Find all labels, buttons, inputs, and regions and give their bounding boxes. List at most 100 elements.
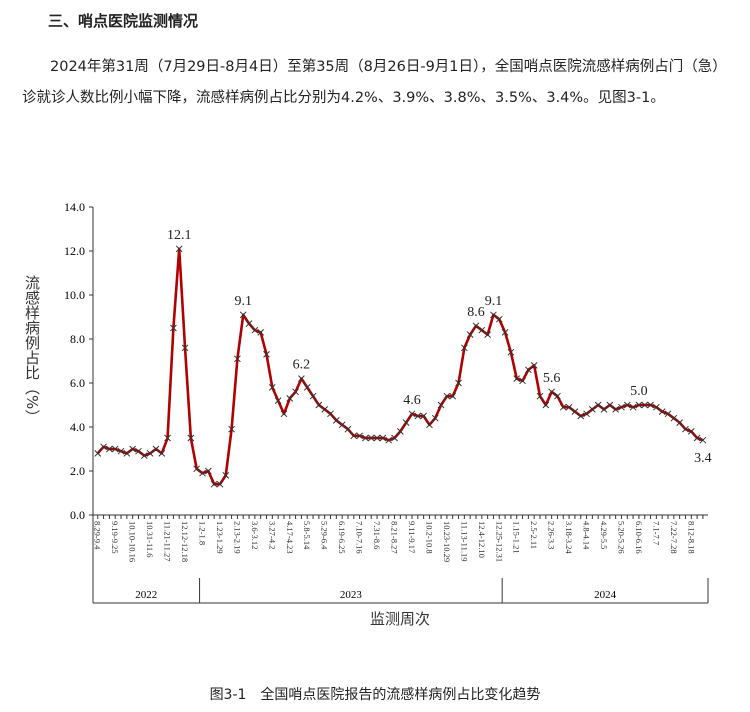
marker	[589, 406, 596, 413]
marker	[234, 355, 241, 363]
section-title: 三、哨点医院监测情况	[48, 12, 199, 30]
y-axis-label: 流感样病例占比（%）	[23, 275, 41, 424]
marker	[501, 329, 509, 336]
x-tick-label: 1.2-1.8	[197, 521, 207, 545]
x-tick-label: 2.13-2.19	[232, 521, 242, 554]
marker	[519, 377, 526, 385]
x-tick-label: 12.4-12.10	[477, 521, 487, 558]
marker	[274, 397, 282, 404]
year-label: 2023	[340, 589, 363, 601]
data-label: 3.4	[694, 451, 712, 466]
marker	[530, 362, 538, 369]
marker	[612, 406, 619, 413]
data-label: 6.2	[293, 358, 311, 373]
y-tick-label: 10.0	[64, 288, 85, 302]
data-label: 12.1	[167, 228, 192, 243]
marker	[332, 417, 340, 424]
marker	[111, 445, 119, 453]
marker	[123, 450, 131, 457]
x-tick-label: 2.26-3.3	[547, 521, 557, 549]
marker	[216, 480, 224, 488]
marker	[658, 408, 666, 415]
marker	[338, 421, 346, 429]
marker	[623, 401, 631, 409]
marker	[181, 344, 189, 352]
marker	[647, 401, 654, 409]
marker	[170, 324, 177, 332]
x-tick-label: 8.12-8.18	[686, 521, 696, 554]
marker	[94, 450, 102, 457]
x-tick-label: 3.6-3.12	[250, 521, 260, 549]
marker	[146, 450, 154, 457]
x-tick-label: 7.10-7.16	[355, 521, 365, 554]
marker	[210, 480, 218, 488]
line	[96, 247, 704, 486]
marker	[268, 384, 276, 391]
marker	[135, 447, 142, 455]
marker	[414, 412, 422, 420]
x-tick-label: 10.2-10.8	[424, 521, 434, 554]
x-tick-label: 5.8-5.14	[302, 521, 312, 550]
marker	[437, 401, 445, 409]
caption: 图3-1 全国哨点医院报告的流感样病例占比变化趋势	[209, 687, 541, 703]
marker	[239, 311, 247, 319]
x-tick-label: 11.21-11.27	[163, 521, 173, 561]
marker	[164, 434, 171, 442]
marker	[350, 432, 358, 440]
chart: 0.0 2.0 4.0 6.0 8.0 10.0 12.0 14.0 流感样病例占比（%） 8.2…	[23, 200, 712, 628]
marker	[542, 401, 550, 409]
x-tick-label: 10.10-10.16	[128, 521, 138, 562]
marker	[443, 392, 451, 400]
marker	[670, 414, 678, 422]
x-tick-label: 11.13-11.19	[459, 521, 469, 561]
x-tick-label: 6.19-6.25	[337, 521, 347, 554]
marker	[513, 375, 521, 382]
marker	[548, 388, 555, 396]
marker	[431, 414, 439, 422]
marker	[344, 425, 352, 433]
marker	[653, 403, 660, 411]
data-label: 5.0	[630, 384, 648, 399]
marker	[606, 401, 614, 409]
marker	[193, 465, 201, 473]
y-tick-label: 14.0	[64, 200, 85, 214]
marker	[315, 401, 323, 409]
x-tick-label: 5.20-5.26	[616, 521, 626, 554]
x-tick-label: 9.11-9.17	[407, 521, 417, 553]
marker	[687, 428, 695, 435]
marker	[327, 410, 334, 418]
x-tick-label: 9.19-9.25	[110, 521, 120, 554]
data-label: 8.6	[467, 305, 485, 320]
marker	[664, 410, 672, 418]
marker	[565, 403, 573, 411]
marker	[693, 434, 701, 442]
x-tick-label: 1.23-1.29	[215, 521, 225, 554]
marker	[571, 408, 579, 415]
marker	[356, 432, 363, 440]
marker	[292, 388, 299, 396]
marker	[420, 412, 427, 420]
x-tick-label: 4.8-4.14	[582, 521, 592, 550]
marker	[449, 392, 457, 400]
marker	[152, 445, 160, 453]
data-label: 5.6	[543, 371, 561, 386]
x-tick-label: 3.18-3.24	[564, 521, 574, 554]
marker	[140, 452, 148, 459]
marker	[321, 406, 329, 413]
marker	[600, 406, 608, 413]
marker	[408, 410, 416, 418]
x-tick-label: 12.12-12.18	[180, 521, 190, 562]
marker	[466, 331, 474, 338]
marker	[298, 375, 305, 382]
x-tick-label: 4.29-5.5	[599, 521, 609, 549]
marker	[583, 410, 590, 418]
marker	[460, 344, 468, 352]
marker	[396, 428, 404, 435]
marker	[100, 443, 107, 451]
year-label: 2024	[594, 589, 617, 601]
x-axis-label: 监测周次	[370, 610, 430, 628]
x-tick-label: 1.15-1.21	[512, 521, 522, 554]
marker	[391, 434, 398, 442]
data-label: 4.6	[403, 393, 421, 408]
data-label: 9.1	[485, 294, 503, 309]
